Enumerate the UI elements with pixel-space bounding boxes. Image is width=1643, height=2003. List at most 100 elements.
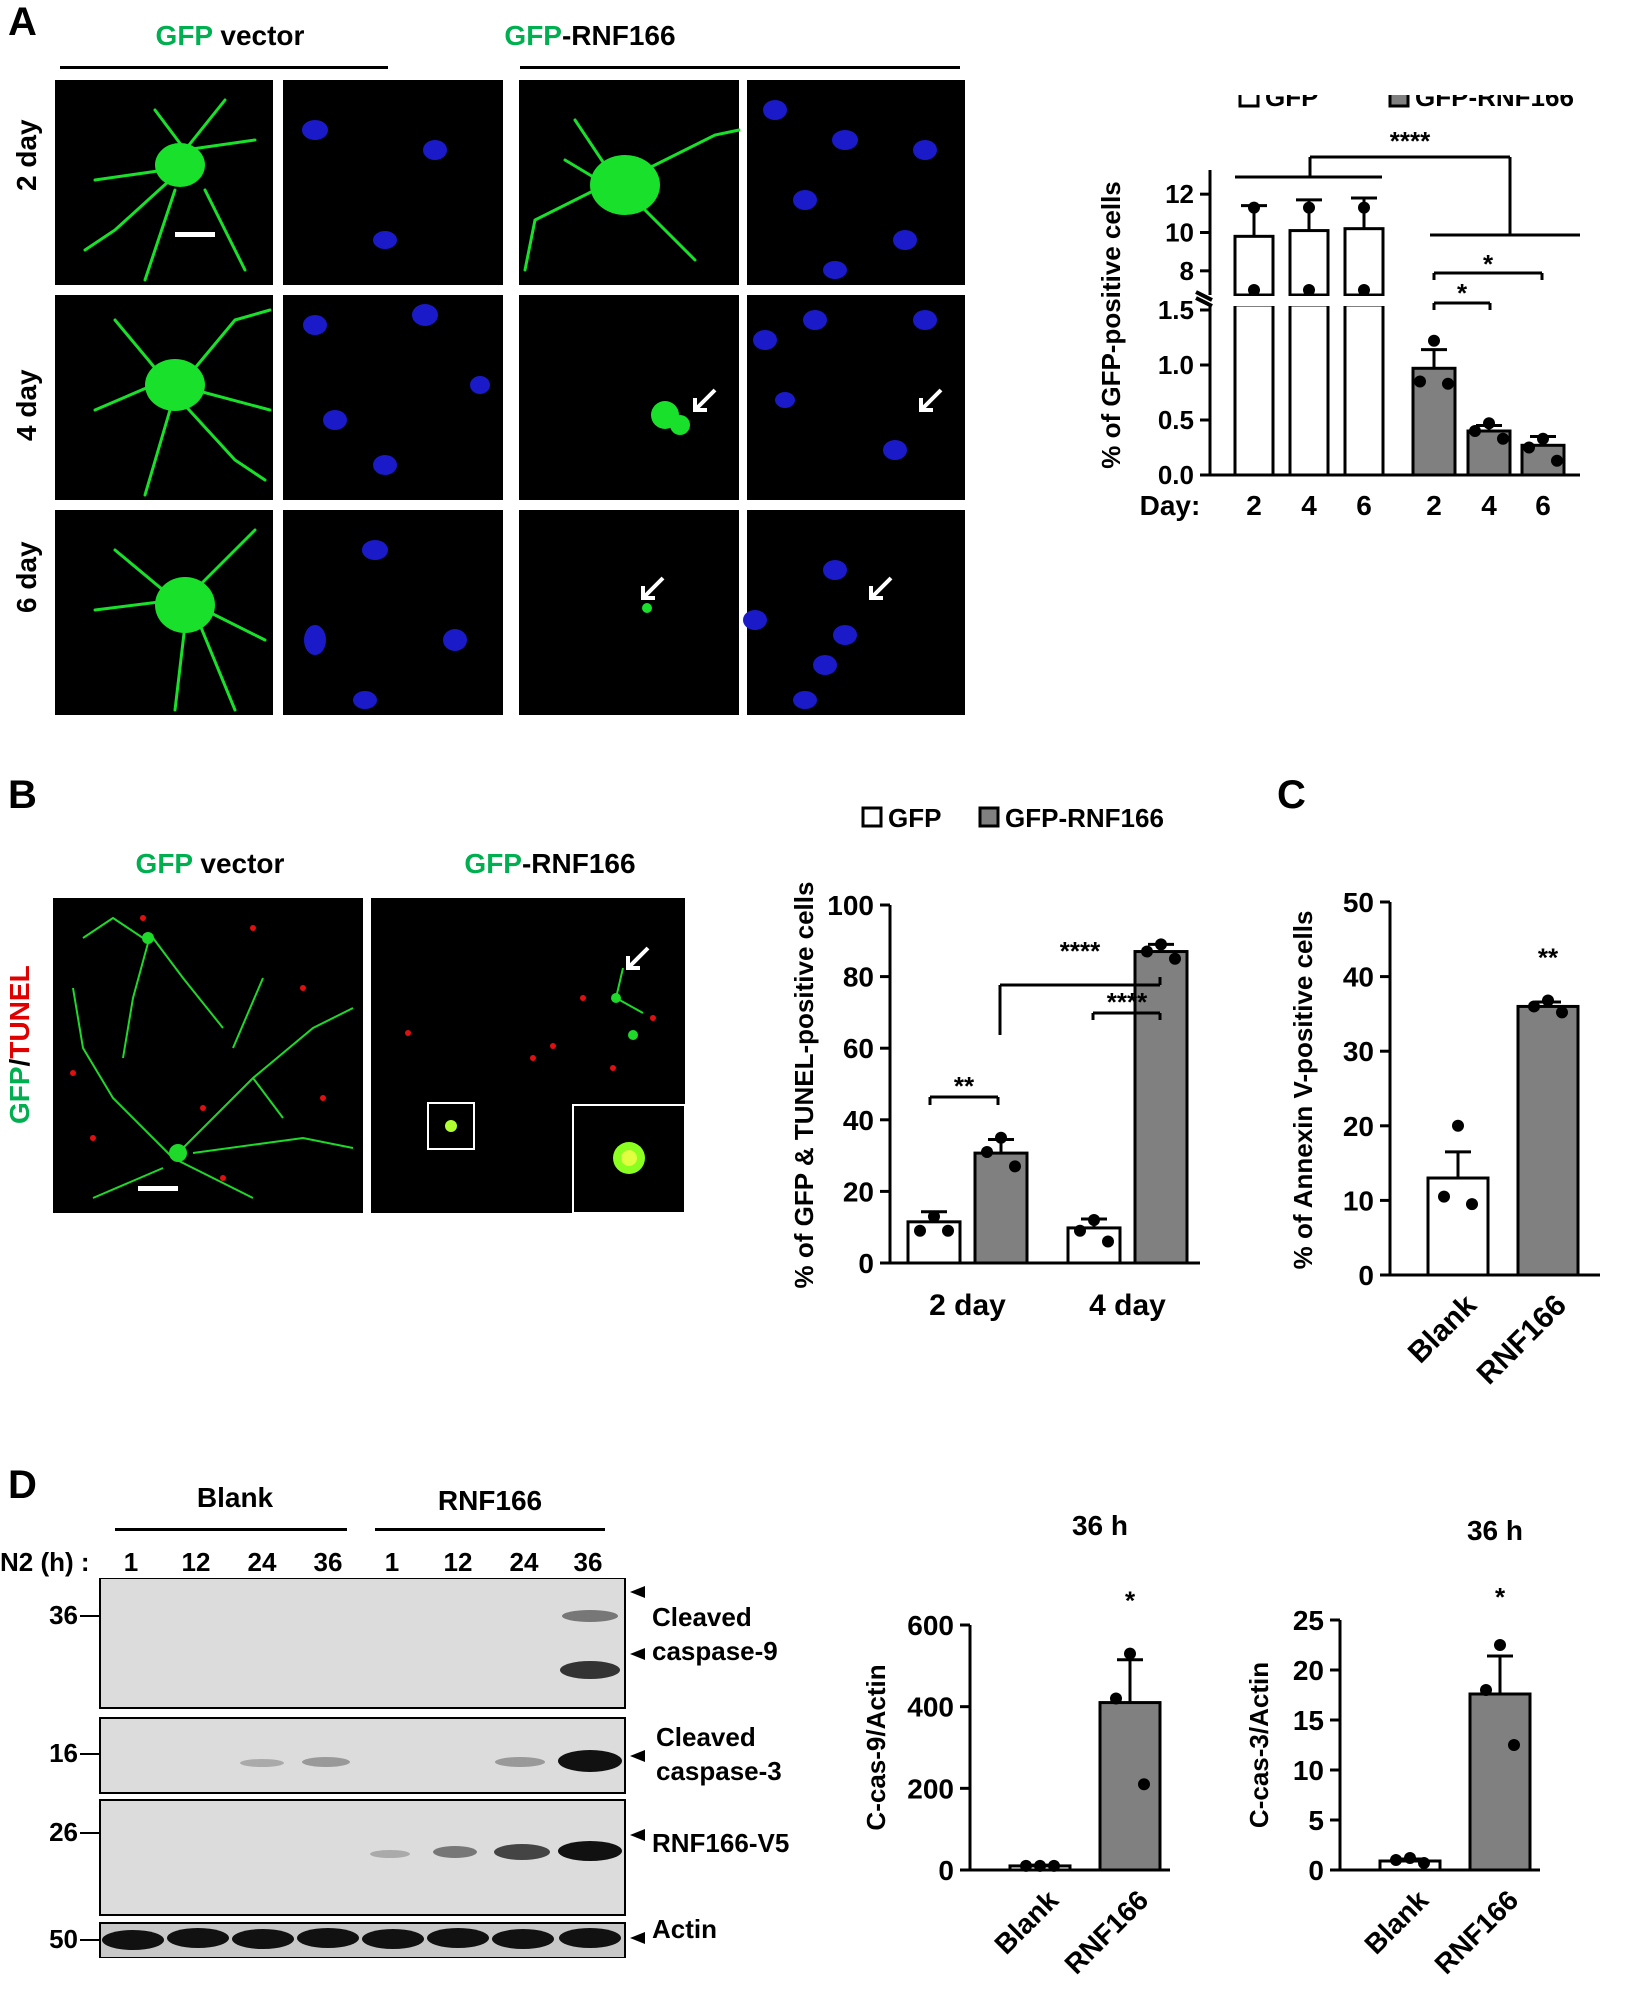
axis-break [1195,296,1213,308]
lane-label: 1 [384,1547,400,1577]
bar-gfp [1343,227,1385,297]
data-point [1442,377,1454,390]
data-point [1020,1859,1032,1872]
y-tick-label: 40 [843,1105,874,1136]
blot-group-blank: Blank [196,1482,274,1513]
legend-swatch-gfp [1238,95,1260,108]
legend-swatch-gfp-rnf166 [978,806,1000,828]
chart-b: GFP GFP-RNF166 0 20 40 60 80 100 % of GFP & TUNE… [789,803,1200,1322]
data-point [1248,284,1260,296]
bar-gfp [1343,303,1385,477]
micrograph-dapi-2day [283,80,503,285]
row-label-6-day: 6 day [11,541,42,613]
x-tick-label: 4 day [1089,1289,1166,1322]
legend-label-gfp: GFP [888,803,941,833]
x-tick-label: 2 day [929,1289,1006,1322]
blot-label-cleaved: Cleaved [656,1722,756,1752]
lane-prefix: N2 (h) : [0,1547,90,1577]
y-tick-label: 0 [1358,1260,1374,1291]
data-point [1418,1857,1430,1869]
blot-caspase-3 [99,1717,626,1794]
data-point [1428,334,1440,347]
vector-label: vector [212,20,305,51]
y-tick-label: 20 [1293,1655,1324,1686]
data-point [1155,938,1167,951]
x-tick-label: RNF166 [1471,1289,1573,1391]
panel-a-header-left: GFP vector [60,20,400,52]
x-tick-label: 2 [1246,490,1262,521]
rnf166-label: -RNF166 [521,848,636,879]
blot-label-cleaved: Cleaved [652,1602,752,1632]
data-point [1034,1859,1046,1872]
y-tick-label: 10 [1293,1755,1324,1786]
data-point [1009,1160,1021,1173]
data-point [1169,952,1181,965]
chart-a: GFP GFP-RNF166 0.0 0.5 1.0 1.5 8 10 12 % of GFP-p… [1096,95,1580,521]
data-point [1102,1235,1114,1248]
legend-swatch-gfp-rnf166 [1388,95,1410,108]
data-point [1528,1000,1540,1013]
bar-gfp [1233,303,1275,477]
gfp-label: GFP [464,848,522,879]
data-point [1124,1647,1136,1660]
y-tick-label: 5 [1308,1805,1324,1836]
bar-rnf166 [1516,1004,1580,1277]
data-point [1537,432,1549,445]
data-point [1483,417,1495,430]
row-label-2-day: 2 day [11,119,42,191]
chart-c: 0 10 20 30 40 50 % of Annexin V-positive cells… [1288,887,1600,1391]
legend-label-gfp: GFP [1265,95,1318,112]
panel-letter-c: C [1277,773,1306,817]
significance-label: * [1495,1582,1506,1612]
data-point [928,1210,940,1223]
panel-a-micrographs [55,80,965,715]
mw-marker: 16 [49,1738,78,1768]
data-point [1303,201,1315,214]
x-tick-label: Blank [1358,1884,1434,1960]
data-point [942,1224,954,1237]
x-tick-label: Blank [1402,1288,1483,1369]
blot-label-caspase-3: caspase-3 [656,1756,782,1786]
significance-label: **** [1390,126,1431,156]
bar-blank [1426,1176,1490,1277]
micrograph-rnf166-4day [519,295,739,500]
panel-b-header-left: GFP vector [50,848,370,880]
data-point [981,1146,993,1159]
data-point [1414,375,1426,388]
lane-label: 36 [313,1547,343,1577]
lane-label: 24 [247,1547,277,1577]
micrograph-gfp-2day [55,80,273,285]
y-tick-label: 80 [843,962,874,993]
data-point [1088,1214,1100,1227]
y-axis-label: % of Annexin V-positive cells [1288,911,1318,1270]
y-tick-label: 20 [1343,1111,1374,1142]
y-tick-label: 1.5 [1158,295,1194,325]
x-tick-label: RNF166 [1429,1884,1525,1980]
gfp-label: GFP [504,20,562,51]
chart-title: 36 h [1467,1515,1523,1546]
y-tick-label: 15 [1293,1705,1324,1736]
data-point [1248,201,1260,214]
row-label-4-day: 4 day [11,369,42,441]
significance-label: * [1483,249,1494,279]
lane-label: 36 [573,1547,603,1577]
legend-label-gfp-rnf166: GFP-RNF166 [1005,803,1164,833]
y-axis-label: C-cas-9/Actin [861,1664,891,1830]
y-tick-label: 0.0 [1158,460,1194,490]
data-point [1452,1119,1464,1132]
legend-swatch-gfp [861,806,883,828]
significance-label: **** [1060,936,1101,966]
y-tick-label: 0 [938,1855,954,1886]
bar-rnf166 [1468,1692,1532,1872]
bar-gfp [1288,303,1330,477]
data-point [1497,432,1509,445]
data-point [1556,1006,1568,1019]
y-axis-label: % of GFP-positive cells [1096,181,1126,469]
y-tick-label: 0 [858,1248,874,1279]
data-point [1438,1190,1450,1203]
blot-label-caspase-9: caspase-9 [652,1636,778,1666]
blot-label-actin: Actin [652,1914,717,1944]
x-tick-label: 4 [1301,490,1317,521]
significance-label: ** [954,1071,975,1101]
